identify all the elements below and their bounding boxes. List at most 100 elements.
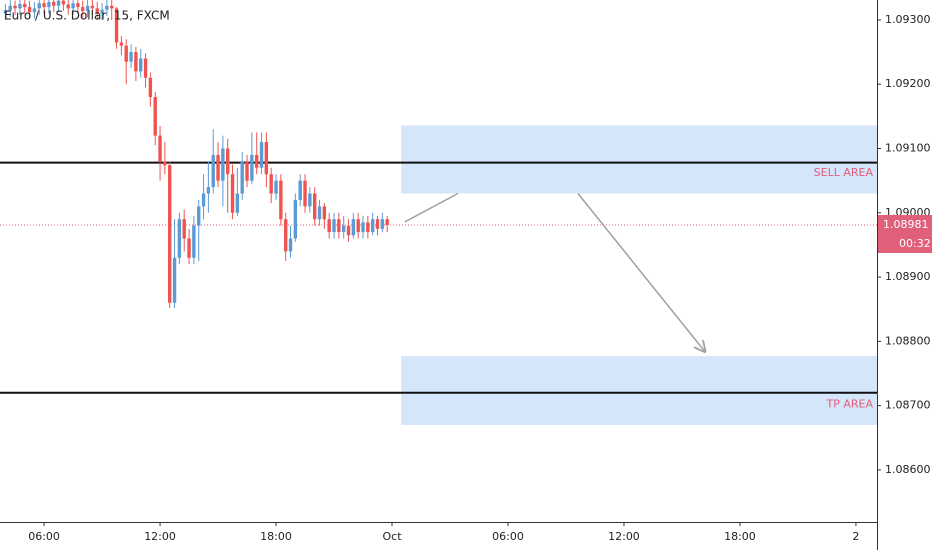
candle-body — [298, 180, 302, 200]
candle-body — [85, 5, 90, 11]
y-tick-label: 1.08600 — [885, 463, 931, 476]
candle-body — [158, 135, 162, 162]
arrow — [404, 192, 459, 223]
candle-body — [274, 180, 278, 194]
candle-body — [47, 1, 51, 8]
y-tick-label: 1.08800 — [885, 334, 931, 347]
candle-body — [341, 225, 346, 233]
candle-body — [100, 9, 104, 14]
candle-body — [90, 5, 95, 9]
candle-body — [66, 4, 70, 9]
candle-body — [366, 222, 370, 233]
candle-body — [8, 5, 12, 11]
candle-body — [13, 5, 17, 9]
candle-body — [308, 193, 312, 207]
y-tick-label: 1.08700 — [885, 399, 931, 412]
candle-body — [375, 219, 380, 229]
candle-body — [61, 0, 66, 5]
candle-body — [56, 0, 61, 6]
candle-body — [37, 3, 41, 9]
zone-label: TP AREA — [826, 397, 874, 410]
candle-body — [197, 206, 201, 226]
y-tick-label: 1.09200 — [885, 77, 931, 90]
candle-body — [283, 219, 288, 252]
candle-body — [187, 238, 191, 258]
candle-body — [105, 5, 109, 10]
candle-body — [303, 180, 307, 207]
x-tick-label: 18:00 — [724, 530, 756, 543]
last-price-tag — [878, 215, 932, 235]
candle-body — [337, 219, 341, 233]
candle-body — [3, 10, 8, 14]
candle-body — [370, 219, 375, 233]
candle-body — [255, 154, 259, 168]
candle-body — [95, 8, 99, 14]
candle-body — [269, 174, 273, 194]
candle-body — [177, 219, 182, 258]
candle-body — [172, 257, 177, 303]
candle-body — [114, 8, 119, 43]
x-tick-label: Oct — [382, 530, 402, 543]
candle-body — [221, 148, 225, 181]
candle-body — [322, 206, 327, 220]
candle-body — [153, 97, 157, 136]
candle-body — [230, 174, 235, 213]
candle-body — [143, 58, 148, 78]
zone — [401, 356, 877, 425]
candle-body — [129, 52, 133, 62]
x-tick-label: 18:00 — [260, 530, 292, 543]
candle-body — [361, 222, 365, 233]
candle-body — [235, 193, 240, 213]
x-tick-label: 2 — [852, 530, 859, 543]
candle-body — [81, 7, 85, 11]
candle-body — [385, 219, 389, 225]
candle-body — [250, 154, 254, 181]
candle-body — [139, 58, 143, 72]
candle-body — [380, 219, 385, 229]
plot-area: SELL AREA TP AREA — [0, 0, 877, 425]
candle-body — [240, 161, 244, 194]
candle-body — [134, 52, 138, 72]
candle-body — [245, 161, 249, 181]
candle-body — [71, 3, 75, 9]
candle-body — [32, 8, 37, 13]
candle-body — [192, 225, 196, 258]
candle-body — [264, 142, 269, 175]
candle-body — [23, 3, 27, 8]
candle-body — [119, 42, 124, 46]
x-tick-label: 06:00 — [28, 530, 60, 543]
candle-body — [259, 142, 264, 168]
candle-body — [312, 193, 317, 220]
countdown-label: 00:32 — [899, 237, 931, 250]
arrow — [577, 193, 705, 352]
candle-body — [356, 219, 360, 233]
chart-title: Euro / U.S. Dollar, 15, FXCM — [4, 9, 170, 23]
candle-body — [346, 225, 351, 236]
candle-body — [317, 206, 322, 220]
candle-body — [52, 1, 56, 6]
y-tick-label: 1.08900 — [885, 270, 931, 283]
candle-body — [42, 3, 46, 8]
y-tick-label: 1.09300 — [885, 13, 931, 26]
candle-body — [182, 219, 186, 239]
zone — [401, 125, 877, 194]
candle-body — [226, 148, 230, 175]
candle-body — [168, 165, 172, 303]
x-tick-label: 12:00 — [144, 530, 176, 543]
y-tick-label: 1.09100 — [885, 142, 931, 155]
candle-body — [332, 219, 336, 233]
candle-body — [206, 187, 211, 194]
candle-body — [351, 219, 356, 236]
countdown-tag — [878, 235, 932, 253]
candle-body — [327, 219, 331, 233]
candle-body — [18, 3, 22, 9]
last-price-label: 1.08981 — [883, 218, 929, 231]
zone-label: SELL AREA — [814, 166, 874, 179]
x-tick-label: 06:00 — [492, 530, 524, 543]
candle-body — [288, 238, 293, 252]
x-tick-label: 12:00 — [608, 530, 640, 543]
candle-body — [293, 199, 298, 239]
candle-body — [216, 154, 220, 181]
